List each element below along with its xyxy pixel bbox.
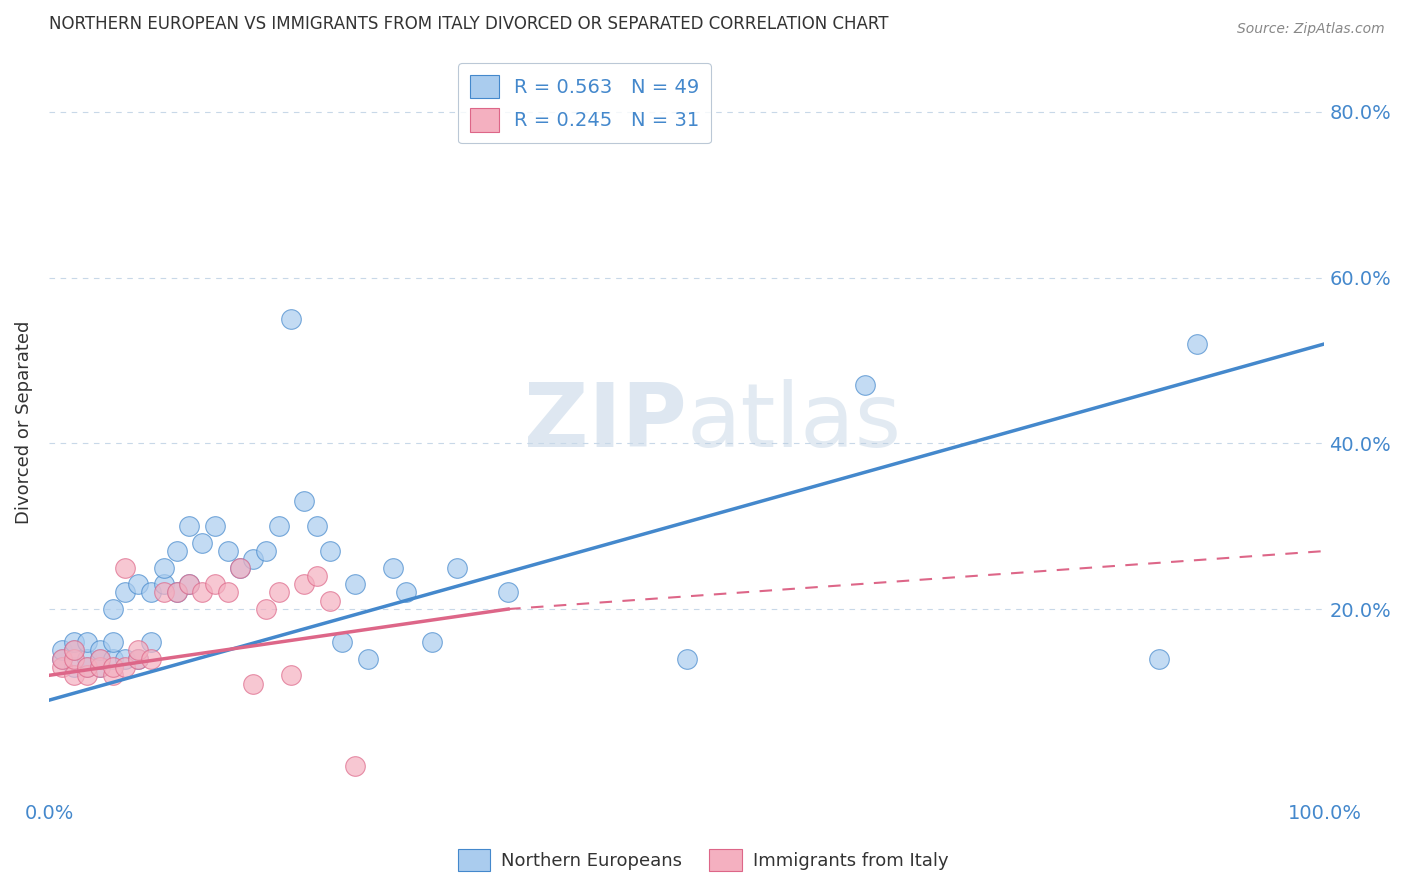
Point: [191, 585, 214, 599]
Point: [217, 585, 239, 599]
Point: [63, 635, 86, 649]
Text: NORTHERN EUROPEAN VS IMMIGRANTS FROM ITALY DIVORCED OR SEPARATED CORRELATION CHA: NORTHERN EUROPEAN VS IMMIGRANTS FROM ITA…: [49, 15, 889, 33]
Point: [101, 660, 124, 674]
Point: [114, 652, 136, 666]
Point: [51, 652, 73, 666]
Point: [76, 652, 98, 666]
Point: [496, 585, 519, 599]
Point: [280, 312, 302, 326]
Point: [63, 643, 86, 657]
Point: [254, 544, 277, 558]
Point: [76, 660, 98, 674]
Point: [292, 494, 315, 508]
Point: [76, 660, 98, 674]
Point: [51, 652, 73, 666]
Point: [101, 652, 124, 666]
Text: Source: ZipAtlas.com: Source: ZipAtlas.com: [1237, 22, 1385, 37]
Point: [51, 660, 73, 674]
Point: [127, 643, 149, 657]
Point: [101, 602, 124, 616]
Point: [139, 585, 162, 599]
Point: [139, 652, 162, 666]
Point: [382, 560, 405, 574]
Point: [127, 577, 149, 591]
Point: [101, 668, 124, 682]
Point: [114, 560, 136, 574]
Point: [254, 602, 277, 616]
Point: [63, 643, 86, 657]
Y-axis label: Divorced or Separated: Divorced or Separated: [15, 321, 32, 524]
Legend: R = 0.563   N = 49, R = 0.245   N = 31: R = 0.563 N = 49, R = 0.245 N = 31: [458, 63, 711, 144]
Point: [395, 585, 418, 599]
Point: [420, 635, 443, 649]
Point: [76, 635, 98, 649]
Text: atlas: atlas: [686, 379, 901, 467]
Point: [357, 652, 380, 666]
Point: [675, 652, 697, 666]
Point: [229, 560, 252, 574]
Point: [114, 660, 136, 674]
Point: [114, 585, 136, 599]
Point: [204, 519, 226, 533]
Point: [139, 635, 162, 649]
Point: [89, 660, 111, 674]
Point: [127, 652, 149, 666]
Point: [152, 577, 174, 591]
Point: [229, 560, 252, 574]
Point: [446, 560, 468, 574]
Point: [1185, 337, 1208, 351]
Point: [63, 652, 86, 666]
Point: [51, 643, 73, 657]
Point: [152, 560, 174, 574]
Point: [280, 668, 302, 682]
Point: [179, 519, 201, 533]
Point: [101, 635, 124, 649]
Point: [292, 577, 315, 591]
Point: [179, 577, 201, 591]
Point: [853, 378, 876, 392]
Point: [89, 660, 111, 674]
Point: [217, 544, 239, 558]
Point: [76, 668, 98, 682]
Point: [1147, 652, 1170, 666]
Point: [318, 594, 340, 608]
Point: [89, 643, 111, 657]
Point: [344, 759, 367, 773]
Legend: Northern Europeans, Immigrants from Italy: Northern Europeans, Immigrants from Ital…: [450, 842, 956, 879]
Point: [267, 519, 290, 533]
Point: [152, 585, 174, 599]
Point: [179, 577, 201, 591]
Point: [63, 660, 86, 674]
Point: [127, 652, 149, 666]
Point: [305, 519, 328, 533]
Point: [267, 585, 290, 599]
Point: [166, 585, 188, 599]
Point: [204, 577, 226, 591]
Point: [344, 577, 367, 591]
Point: [63, 668, 86, 682]
Point: [242, 676, 264, 690]
Point: [305, 569, 328, 583]
Text: ZIP: ZIP: [524, 379, 686, 467]
Point: [89, 652, 111, 666]
Point: [330, 635, 353, 649]
Point: [89, 652, 111, 666]
Point: [318, 544, 340, 558]
Point: [166, 585, 188, 599]
Point: [191, 535, 214, 549]
Point: [166, 544, 188, 558]
Point: [242, 552, 264, 566]
